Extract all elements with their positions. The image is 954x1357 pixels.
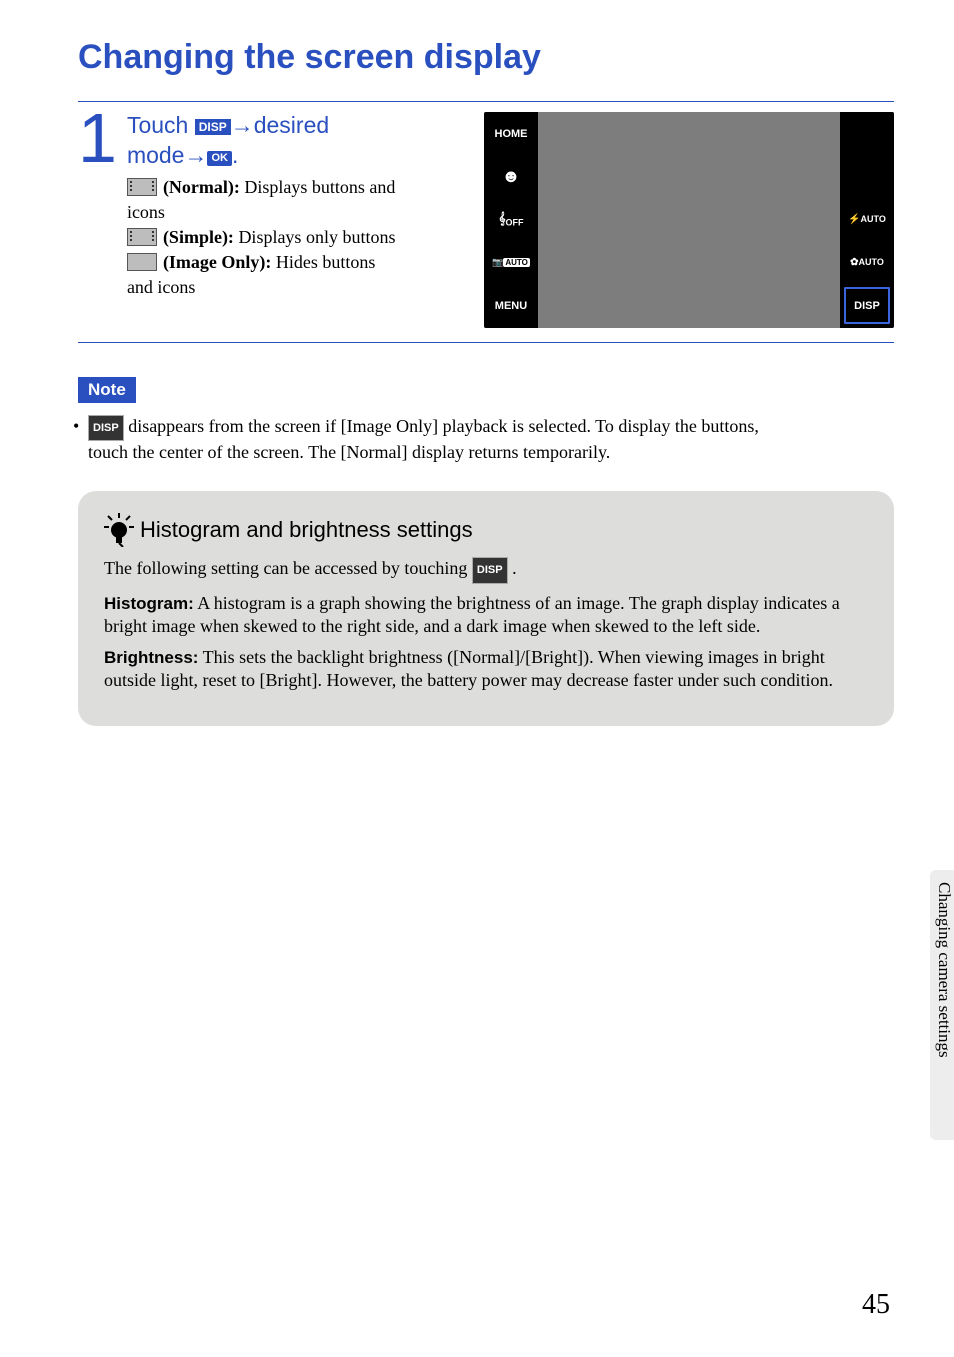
arrow-icon: → (184, 140, 207, 170)
step-instruction: Touch DISP → desired mode → OK. (127, 110, 466, 170)
note-section: Note DISP disappears from the screen if … (78, 377, 894, 463)
tip-brightness: Brightness: This sets the backlight brig… (104, 646, 868, 692)
screen-disp-button[interactable]: DISP (844, 287, 890, 324)
screen-menu-button[interactable]: MENU (484, 284, 538, 327)
screen-home-button[interactable]: HOME (484, 112, 538, 155)
screen-smile-icon[interactable]: ☻ (484, 155, 538, 198)
ok-icon: OK (207, 151, 232, 166)
screen-flash-auto-icon[interactable]: ⚡AUTO (840, 198, 894, 241)
histogram-text: A histogram is a graph showing the brigh… (104, 593, 840, 636)
note-text-a: disappears from the screen if [Image Onl… (124, 416, 759, 436)
screen-right-column: ⚡AUTO ✿AUTO DISP (840, 112, 894, 328)
instr-text: Touch (127, 112, 195, 138)
step-number: 1 (78, 108, 127, 328)
screen-timer-off-icon[interactable]: 𝄞OFF (484, 198, 538, 241)
mode-label: (Normal): (163, 177, 240, 197)
disp-icon: DISP (195, 119, 231, 135)
screen-blank (840, 112, 894, 155)
mode-desc: Displays only buttons (234, 227, 396, 247)
mode-image-only-cont: and icons (127, 276, 466, 299)
note-body: DISP disappears from the screen if [Imag… (78, 415, 894, 463)
mode-icon-simple (127, 228, 157, 246)
mode-image-only: (Image Only): Hides buttons (127, 251, 466, 274)
screen-auto-mode-icon[interactable]: 📷AUTO (484, 241, 538, 284)
brightness-label: Brightness: (104, 648, 198, 667)
mode-label: (Image Only): (163, 252, 271, 272)
mode-icon-image-only (127, 253, 157, 271)
note-text-b: touch the center of the screen. The [Nor… (88, 442, 610, 462)
arrow-icon: → (231, 110, 254, 140)
mode-desc: Hides buttons (271, 252, 375, 272)
disp-icon: DISP (472, 557, 508, 584)
brightness-text: This sets the backlight brightness ([Nor… (104, 647, 833, 690)
page-title: Changing the screen display (78, 38, 894, 77)
instr-text-2: desired (254, 112, 329, 138)
mode-icon-normal (127, 178, 157, 196)
tip-intro-a: The following setting can be accessed by… (104, 558, 472, 578)
page-number: 45 (862, 1289, 890, 1321)
screen-blank (840, 155, 894, 198)
tip-title: Histogram and brightness settings (140, 517, 473, 543)
tip-bulb-icon (104, 513, 134, 547)
instr-text-4: . (232, 142, 238, 168)
histogram-label: Histogram: (104, 594, 194, 613)
tip-intro-b: . (508, 558, 517, 578)
mode-desc: Displays buttons and (240, 177, 396, 197)
mode-normal: (Normal): Displays buttons and (127, 176, 466, 199)
screen-left-column: HOME ☻ 𝄞OFF 📷AUTO MENU (484, 112, 538, 328)
mode-normal-cont: icons (127, 201, 466, 224)
side-tab: Changing camera settings (930, 870, 954, 1140)
mode-label: (Simple): (163, 227, 234, 247)
screen-disp-cell: DISP (840, 284, 894, 327)
disp-icon: DISP (88, 415, 124, 441)
step-1: 1 Touch DISP → desired mode → OK. (Norma… (78, 102, 894, 328)
divider-bottom (78, 342, 894, 343)
instr-text-3: mode (127, 142, 185, 168)
screen-macro-auto-icon[interactable]: ✿AUTO (840, 241, 894, 284)
camera-screen-preview: HOME ☻ 𝄞OFF 📷AUTO MENU ⚡AUTO ✿AUTO DISP (484, 112, 894, 328)
tip-intro: The following setting can be accessed by… (104, 557, 868, 584)
note-tag: Note (78, 377, 136, 403)
tip-histogram: Histogram: A histogram is a graph showin… (104, 592, 868, 638)
mode-simple: (Simple): Displays only buttons (127, 226, 466, 249)
tip-box: Histogram and brightness settings The fo… (78, 491, 894, 726)
